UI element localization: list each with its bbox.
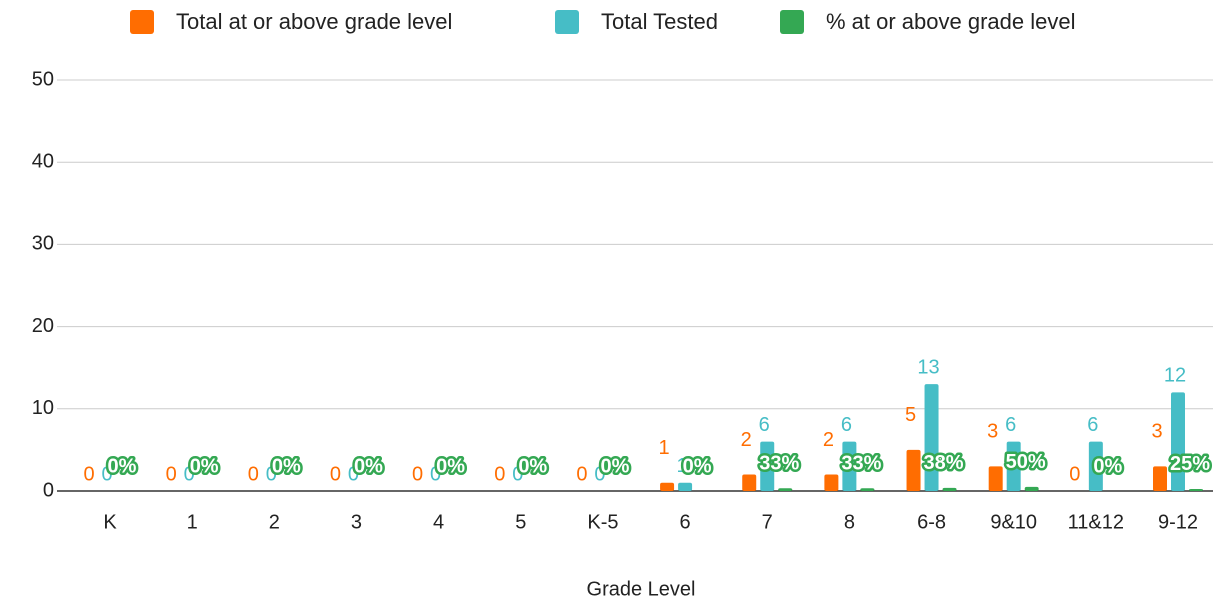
- data-label: 0: [184, 463, 195, 485]
- data-label: 0: [330, 463, 341, 485]
- data-label: 0: [494, 463, 505, 485]
- data-label: 0%: [1093, 455, 1122, 477]
- data-label: 6: [759, 414, 770, 436]
- data-label: 1: [677, 455, 688, 477]
- data-label: 0: [512, 463, 523, 485]
- data-label: 0: [594, 463, 605, 485]
- data-label: 25%: [1170, 453, 1210, 475]
- bar: [660, 482, 675, 491]
- x-tick-label: 2: [269, 511, 280, 533]
- data-label: 0%: [190, 455, 219, 477]
- data-label: 0: [266, 463, 277, 485]
- bar: [942, 487, 957, 491]
- bar: [1189, 488, 1203, 491]
- data-label: 0: [576, 463, 587, 485]
- legend-label: % at or above grade level: [826, 9, 1076, 34]
- data-label: 0: [1069, 463, 1080, 485]
- y-tick-label: 10: [32, 397, 54, 419]
- data-label: 33%: [759, 453, 799, 475]
- bar: [824, 474, 839, 491]
- data-label: 33%: [841, 453, 881, 475]
- y-tick-label: 20: [32, 315, 54, 337]
- data-label: 0%: [108, 455, 137, 477]
- x-tick-label: 9-12: [1158, 511, 1198, 533]
- x-tick-label: 9&10: [990, 511, 1037, 533]
- y-tick-label: 50: [32, 68, 54, 90]
- x-tick-label: K: [103, 511, 117, 533]
- data-label: 6: [1005, 414, 1016, 436]
- legend-label: Total at or above grade level: [176, 9, 452, 34]
- data-label: 0%: [436, 455, 465, 477]
- data-label: 0: [412, 463, 423, 485]
- data-label: 0%: [518, 455, 547, 477]
- bar: [842, 441, 857, 491]
- x-tick-label: 11&12: [1068, 511, 1124, 533]
- y-tick-label: 30: [32, 233, 54, 255]
- data-label: 3: [987, 421, 998, 443]
- legend-label: Total Tested: [601, 9, 718, 34]
- data-label: 0: [430, 463, 441, 485]
- bar: [1006, 441, 1021, 491]
- x-tick-label: K-5: [587, 511, 618, 533]
- bar: [924, 384, 939, 491]
- bar: [988, 466, 1003, 491]
- data-label: 6: [1087, 414, 1098, 436]
- x-tick-label: 3: [351, 511, 362, 533]
- bar: [1153, 466, 1167, 491]
- data-label: 0: [101, 463, 112, 485]
- x-axis-title: Grade Level: [587, 578, 696, 600]
- data-label: 0%: [272, 455, 301, 477]
- bar: [1088, 441, 1103, 491]
- data-label: 50%: [1006, 451, 1046, 473]
- bar: [1171, 392, 1185, 491]
- bar: [860, 488, 875, 491]
- data-label: 0: [166, 463, 177, 485]
- x-tick-label: 1: [187, 511, 198, 533]
- data-label: 38%: [924, 452, 964, 474]
- x-tick-label: 7: [762, 511, 773, 533]
- y-tick-label: 40: [32, 150, 54, 172]
- x-tick-label: 4: [433, 511, 444, 533]
- bar: [778, 488, 793, 491]
- bar: [678, 482, 693, 491]
- bar: [760, 441, 775, 491]
- data-label: 3: [1151, 421, 1162, 443]
- data-label: 0%: [683, 455, 712, 477]
- bar: [1024, 486, 1039, 491]
- data-label: 12: [1164, 365, 1186, 387]
- legend-swatch: [780, 10, 804, 34]
- legend-swatch: [130, 10, 154, 34]
- data-label: 6: [841, 414, 852, 436]
- data-label: 0: [248, 463, 259, 485]
- x-tick-label: 5: [515, 511, 526, 533]
- x-tick-label: 8: [844, 511, 855, 533]
- data-label: 5: [905, 404, 916, 426]
- data-label: 1: [659, 437, 670, 459]
- data-label: 0%: [354, 455, 383, 477]
- bar: [742, 474, 757, 491]
- data-label: 0: [348, 463, 359, 485]
- data-label: 2: [823, 429, 834, 451]
- legend-swatch: [555, 10, 579, 34]
- y-tick-label: 0: [43, 479, 54, 501]
- x-tick-label: 6-8: [917, 511, 946, 533]
- data-label: 0%: [600, 455, 629, 477]
- bar: [906, 449, 921, 491]
- x-tick-label: 6: [680, 511, 691, 533]
- data-label: 2: [741, 429, 752, 451]
- data-label: 0: [83, 463, 94, 485]
- data-label: 13: [917, 356, 939, 378]
